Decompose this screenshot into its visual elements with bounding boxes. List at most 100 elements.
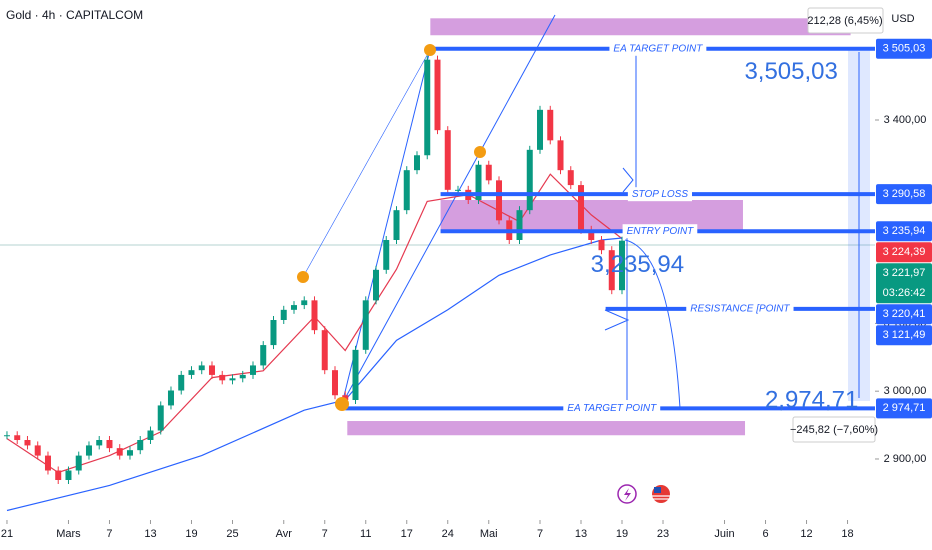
price-tag — [876, 325, 932, 346]
candle-body — [547, 109, 554, 141]
candle-body — [147, 430, 154, 440]
trend-line — [302, 49, 431, 278]
y-tick-label: 2 900,00 — [884, 453, 927, 465]
candle-body — [249, 365, 256, 375]
price-tag-label: 3 290,58 — [883, 188, 926, 200]
candle-body — [321, 330, 328, 371]
candle-body — [496, 180, 503, 221]
candle-body — [44, 455, 51, 471]
candle-body — [557, 140, 564, 171]
x-tick-label: 12 — [800, 528, 812, 540]
x-tick-label: 13 — [575, 528, 587, 540]
candle-body — [619, 240, 626, 291]
candles — [3, 55, 626, 484]
candle-body — [331, 370, 338, 396]
candle-body — [188, 370, 195, 375]
pivot-marker — [335, 397, 349, 411]
candle-body — [106, 440, 113, 449]
event-icon-bolt — [624, 488, 631, 501]
pivot-marker — [424, 44, 436, 56]
candle-body — [126, 450, 133, 456]
level-label-bg — [563, 401, 661, 416]
candle-body — [24, 440, 31, 446]
candle-body — [537, 109, 544, 150]
candle-body — [34, 445, 41, 456]
x-tick-label: 21 — [1, 528, 13, 540]
zone — [347, 421, 746, 436]
x-tick-label: Mars — [56, 528, 81, 540]
candle-body — [403, 170, 410, 211]
arrow-head — [604, 309, 630, 331]
x-tick-label: 18 — [841, 528, 853, 540]
candle-body — [526, 149, 533, 211]
candle-body — [198, 365, 205, 371]
measure-box — [792, 416, 876, 443]
x-tick-label: 11 — [360, 528, 371, 540]
candle-body — [280, 309, 287, 320]
level-label-bg — [627, 187, 693, 202]
candle-body — [455, 189, 462, 191]
measure-box — [807, 7, 884, 34]
projection-label: 3,235,94 — [591, 251, 684, 278]
candle-body — [393, 210, 400, 240]
candle-body — [608, 250, 615, 291]
level-label: EA TARGET POINT — [613, 43, 703, 54]
candle-body — [85, 445, 92, 456]
price-tag-label: 3 505,03 — [883, 43, 926, 55]
candle-body — [55, 470, 62, 480]
price-tag-label: 3 121,49 — [883, 329, 926, 341]
candle-body — [311, 300, 318, 331]
candle-body — [270, 320, 277, 346]
pivot-marker — [297, 271, 309, 283]
zone — [430, 18, 851, 36]
flag-canton — [654, 487, 661, 493]
candle-body — [578, 185, 585, 230]
price-tag — [876, 304, 932, 325]
measure-text: −245,82 (−7,60%) — [790, 424, 878, 436]
x-tick-label: Juin — [714, 528, 734, 540]
candle-body — [290, 305, 297, 310]
candle-body — [301, 300, 308, 306]
x-tick-label: 6 — [762, 528, 768, 540]
levels: EA TARGET POINT STOP LOSS ENTRY POINT RESIS… — [345, 41, 875, 416]
candle-body — [65, 470, 72, 480]
price-tag-label: 3 220,41 — [883, 308, 926, 320]
drawings — [0, 14, 875, 409]
moving-average — [6, 237, 623, 512]
x-tick-label: Avr — [276, 528, 293, 540]
price-tag — [876, 38, 932, 59]
candle-body — [342, 395, 349, 400]
price-tag — [876, 221, 932, 242]
countdown-label: 03:26:42 — [883, 287, 926, 299]
price-tag — [876, 398, 932, 419]
candle-body — [383, 240, 390, 270]
candle-body — [219, 374, 226, 381]
level-label: RESISTANCE [POINT — [690, 303, 790, 314]
price-tag-label: 3 235,94 — [883, 225, 926, 237]
zone — [440, 200, 743, 233]
x-tick-label: 25 — [226, 528, 238, 540]
projection-label: 2,974,71 — [765, 387, 858, 414]
candle-body — [516, 210, 523, 240]
level-label: ENTRY POINT — [627, 226, 695, 237]
candle-body — [239, 374, 246, 379]
pivot-markers — [297, 44, 486, 411]
candle-body — [157, 405, 164, 431]
candle-body — [137, 440, 144, 451]
candle-body — [352, 349, 359, 400]
candle-body — [424, 59, 431, 156]
moving-average — [6, 173, 623, 474]
candle-body — [178, 374, 185, 391]
candle-body — [167, 390, 174, 406]
level-label: EA TARGET POINT — [567, 403, 657, 414]
candle-body — [444, 130, 451, 190]
symbol-title: Gold · 4h · CAPITALCOM — [6, 8, 143, 22]
x-tick-label: 17 — [401, 528, 413, 540]
candle-body — [567, 170, 574, 186]
price-tag — [876, 263, 932, 304]
candle-body — [14, 435, 21, 440]
candle-body — [96, 440, 103, 446]
trend-line — [341, 14, 556, 405]
x-tick-label: Mai — [480, 528, 498, 540]
